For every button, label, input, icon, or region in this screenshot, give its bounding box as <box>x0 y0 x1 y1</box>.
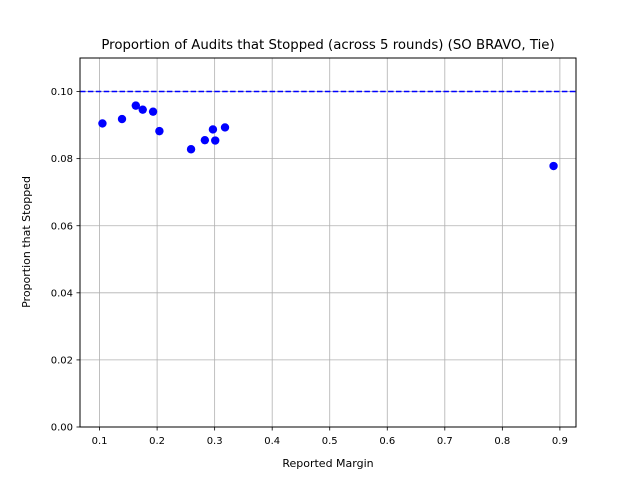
x-tick-label: 0.8 <box>494 436 510 447</box>
data-point <box>186 145 196 154</box>
data-point <box>155 126 164 136</box>
data-point <box>138 105 147 114</box>
y-tick-label: 0.02 <box>51 356 73 367</box>
y-tick-label: 0.04 <box>51 288 73 299</box>
x-tick-label: 0.4 <box>264 436 280 447</box>
x-axis-label: Reported Margin <box>282 457 373 470</box>
data-point <box>148 107 158 116</box>
data-point <box>117 114 127 124</box>
grid-lines <box>80 58 576 428</box>
y-tick-label: 0.08 <box>51 154 73 165</box>
data-point <box>549 161 558 171</box>
y-axis-label: Proportion that Stopped <box>20 176 33 308</box>
data-point <box>98 119 107 128</box>
plot-frame <box>79 57 577 428</box>
data-point <box>220 123 230 132</box>
x-tick-label: 0.7 <box>437 436 453 447</box>
x-tick-label: 0.6 <box>379 436 395 447</box>
x-tick-label: 0.2 <box>149 436 165 447</box>
axis-ticks: 0.1 0.2 0.3 0.4 0.5 0.6 0.7 0.8 0.9 0.00 0.02 0.04 0… <box>51 87 568 447</box>
x-tick-label: 0.1 <box>92 436 108 447</box>
data-point <box>131 101 141 110</box>
x-tick-label: 0.9 <box>552 436 568 447</box>
x-tick-label: 0.3 <box>207 436 223 447</box>
data-point <box>208 125 218 134</box>
data-point <box>200 135 210 145</box>
y-tick-label: 0.10 <box>51 87 73 98</box>
chart-title: Proportion of Audits that Stopped (acros… <box>101 38 554 53</box>
data-points <box>98 101 558 171</box>
y-tick-label: 0.00 <box>51 423 73 434</box>
data-point <box>211 136 220 145</box>
y-tick-label: 0.06 <box>51 221 73 232</box>
x-tick-label: 0.5 <box>322 436 338 447</box>
